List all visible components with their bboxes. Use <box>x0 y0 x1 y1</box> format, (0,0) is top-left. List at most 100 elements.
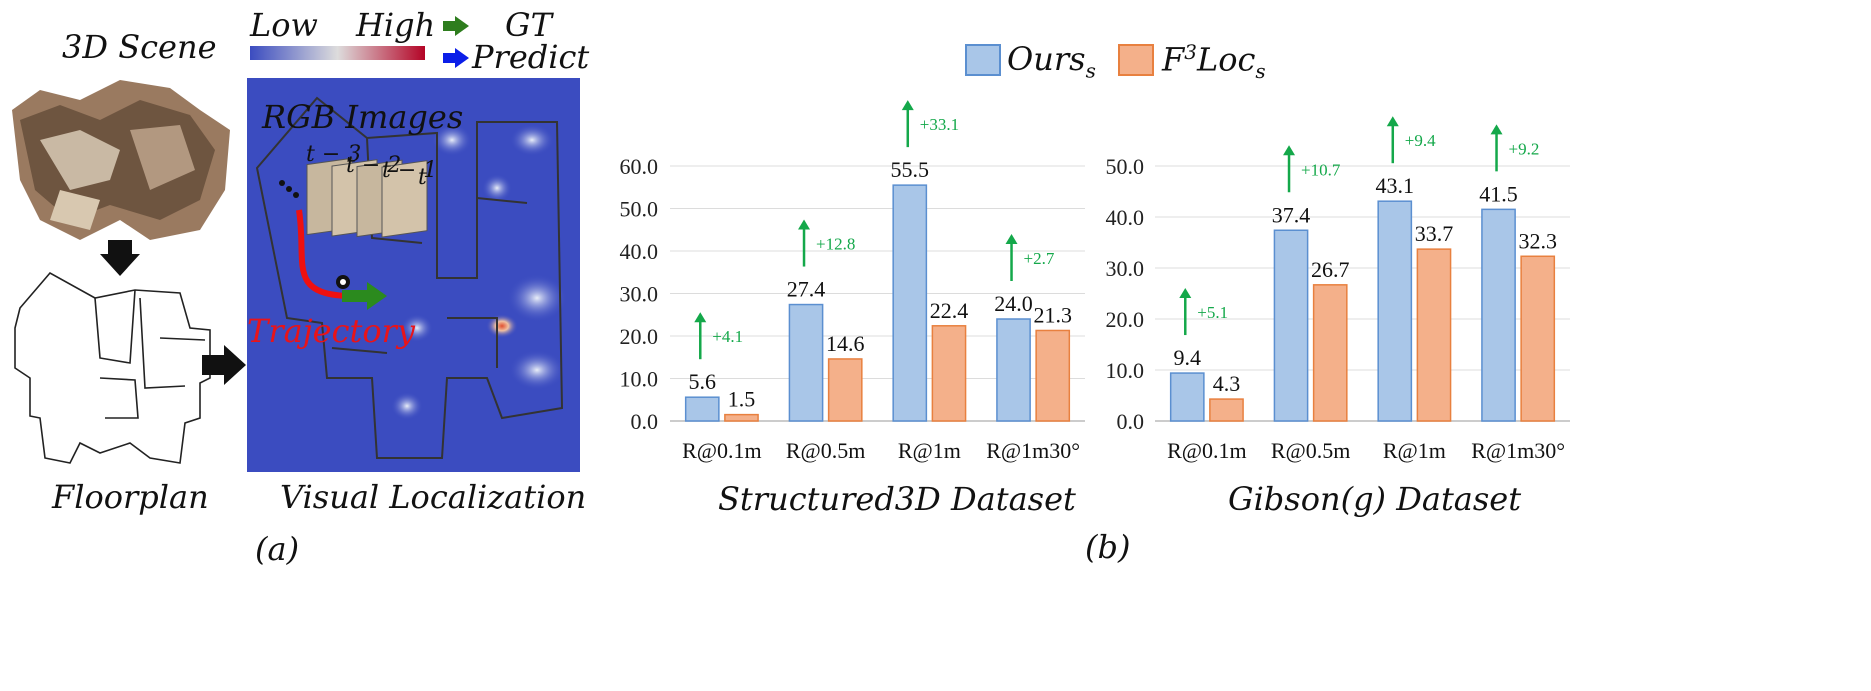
data-label-f3loc: 21.3 <box>1033 302 1072 327</box>
gain-arrowhead-icon <box>1005 234 1018 244</box>
x-tick-label: R@0.5m <box>786 438 866 463</box>
legend-predict-label: Predict <box>472 38 590 76</box>
data-label-f3loc: 22.4 <box>930 298 969 323</box>
y-tick-label: 60.0 <box>620 154 659 179</box>
bar-f3loc <box>1416 248 1452 422</box>
y-tick-label: 40.0 <box>1106 205 1145 230</box>
data-label-ours: 9.4 <box>1174 345 1202 370</box>
heat-colorbar <box>250 46 425 60</box>
chart-structured3d: 0.0 10.0 20.0 30.0 40.0 50.0 60.0 5.6 1.5 R@0.1m +… <box>620 100 1085 463</box>
gain-arrowhead-icon <box>1283 145 1296 156</box>
y-tick-label: 20.0 <box>620 324 659 349</box>
gain-arrowhead-icon <box>1179 288 1192 299</box>
chart-gibson-title: Gibson(g) Dataset <box>1228 480 1522 518</box>
bar-f3loc <box>1520 255 1556 422</box>
floorplan-label: Floorplan <box>52 478 209 516</box>
floorplan-image <box>14 271 211 464</box>
data-label-ours: 5.6 <box>689 369 717 394</box>
gain-label: +12.8 <box>816 235 855 254</box>
x-tick-label: R@0.1m <box>682 438 762 463</box>
localization-heatmap <box>247 78 580 472</box>
time-label-t2: t − 2 <box>346 153 402 178</box>
gain-label: +9.4 <box>1405 131 1436 150</box>
x-tick-label: R@0.5m <box>1271 438 1351 463</box>
bar-f3loc <box>724 413 759 422</box>
bar-f3loc <box>1209 398 1244 422</box>
time-label-t1: t − 1 <box>382 158 438 183</box>
x-tick-label: R@1m30° <box>1471 438 1565 463</box>
data-label-f3loc: 32.3 <box>1518 228 1557 253</box>
legend-f3loc-label: F3Locs <box>1162 40 1266 84</box>
gain-label: +2.7 <box>1024 249 1055 268</box>
bar-ours <box>788 303 824 422</box>
chart-structured3d-title: Structured3D Dataset <box>718 480 1076 518</box>
data-label-ours: 55.5 <box>891 157 930 182</box>
gain-arrowhead-icon <box>1386 116 1399 127</box>
data-label-ours: 24.0 <box>994 291 1033 316</box>
predict-arrow-icon <box>443 48 469 68</box>
down-arrow-icon <box>100 240 140 276</box>
bar-ours <box>996 318 1031 422</box>
gt-arrow-icon <box>443 16 469 36</box>
y-tick-label: 50.0 <box>1106 154 1145 179</box>
rgb-images-label: RGB Images <box>262 98 464 136</box>
y-tick-label: 50.0 <box>620 197 659 222</box>
right-arrow-icon <box>202 345 246 385</box>
bar-ours <box>1377 200 1413 422</box>
gain-label: +4.1 <box>712 327 743 346</box>
y-tick-label: 30.0 <box>1106 256 1145 281</box>
bar-ours <box>1481 208 1516 422</box>
data-label-ours: 43.1 <box>1376 173 1415 198</box>
heat-high-label: High <box>356 6 436 44</box>
x-tick-label: R@1m <box>898 438 961 463</box>
bar-f3loc <box>827 358 863 422</box>
bar-ours <box>1273 229 1309 422</box>
gain-arrowhead-icon <box>901 100 914 111</box>
chart-gibson: 0.0 10.0 20.0 30.0 40.0 50.0 9.4 4.3 R@0.1m +5.1 3… <box>1106 116 1570 463</box>
legend-ours-label: Ourss <box>1007 40 1096 83</box>
gain-label: +33.1 <box>920 115 959 134</box>
y-tick-label: 10.0 <box>620 367 659 392</box>
trajectory-label: Trajectory <box>247 312 415 350</box>
scene-label: 3D Scene <box>62 28 217 66</box>
bar-f3loc <box>1035 329 1071 422</box>
legend-ours-swatch <box>965 44 1001 76</box>
gain-arrowhead-icon <box>798 219 811 230</box>
data-label-ours: 41.5 <box>1479 181 1518 206</box>
bar-f3loc <box>931 325 967 422</box>
time-label-t3: t − 3 <box>306 142 362 167</box>
data-label-f3loc: 26.7 <box>1311 257 1350 282</box>
data-label-f3loc: 1.5 <box>728 387 756 412</box>
y-tick-label: 0.0 <box>1117 409 1145 434</box>
time-label-t: t <box>418 165 427 190</box>
scene-3d-image <box>12 80 230 240</box>
data-label-f3loc: 4.3 <box>1213 371 1241 396</box>
bar-ours <box>1169 372 1205 422</box>
y-tick-label: 30.0 <box>620 282 659 307</box>
gain-label: +5.1 <box>1197 303 1228 322</box>
gain-arrowhead-icon <box>694 312 707 323</box>
legend-f3loc-swatch <box>1118 44 1154 76</box>
caption-b: (b) <box>1085 528 1131 566</box>
data-label-f3loc: 14.6 <box>826 331 865 356</box>
y-tick-label: 40.0 <box>620 239 659 264</box>
heat-low-label: Low <box>250 6 318 44</box>
data-label-f3loc: 33.7 <box>1415 221 1454 246</box>
y-tick-label: 0.0 <box>631 409 659 434</box>
gain-arrowhead-icon <box>1490 124 1503 135</box>
caption-a: (a) <box>255 530 300 568</box>
y-tick-label: 10.0 <box>1106 358 1145 383</box>
visual-localization-label: Visual Localization <box>280 478 587 516</box>
y-tick-label: 20.0 <box>1106 307 1145 332</box>
data-label-ours: 27.4 <box>787 277 826 302</box>
legend-gt-label: GT <box>505 6 552 44</box>
x-tick-label: R@0.1m <box>1167 438 1247 463</box>
data-label-ours: 37.4 <box>1272 202 1311 227</box>
gain-label: +10.7 <box>1301 160 1341 179</box>
x-tick-label: R@1m <box>1383 438 1446 463</box>
bar-f3loc <box>1312 284 1348 422</box>
bar-ours <box>892 184 928 422</box>
bar-ours <box>684 396 720 422</box>
gain-label: +9.2 <box>1509 139 1540 158</box>
x-tick-label: R@1m30° <box>986 438 1080 463</box>
